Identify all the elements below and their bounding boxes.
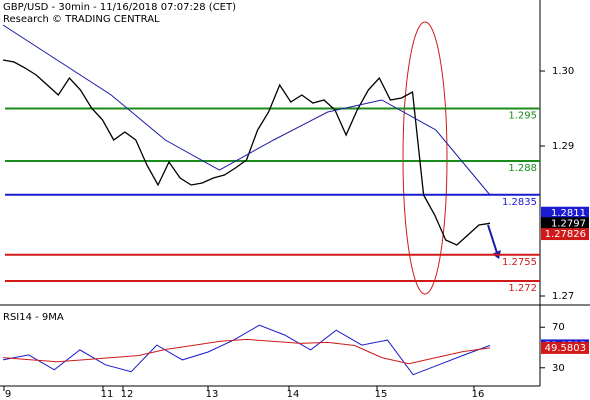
x-tick-label: 14 <box>287 389 300 400</box>
x-tick-label: 12 <box>121 389 134 400</box>
value-marker <box>541 206 589 219</box>
rsi-line <box>2 338 491 365</box>
value-marker <box>541 228 589 241</box>
y-tick-label: 1.30 <box>552 66 574 77</box>
forecast-arrow <box>487 224 499 257</box>
y-tick-label: 1.29 <box>552 141 574 152</box>
rsi-title: RSI14 - 9MA <box>3 312 64 323</box>
x-tick-label: 9 <box>5 389 11 400</box>
rsi-tick-label: 70 <box>552 322 565 333</box>
level-label: 1.288 <box>508 163 537 174</box>
rsi-tick-label: 30 <box>552 363 565 374</box>
level-label: 1.2755 <box>502 257 537 268</box>
level-label: 1.2835 <box>502 197 537 208</box>
chart-title: GBP/USD - 30min - 11/16/2018 07:07:28 (C… <box>3 2 236 13</box>
price-line <box>2 59 491 246</box>
value-marker <box>541 341 589 354</box>
x-tick-label: 16 <box>472 389 485 400</box>
ellipse-annotation <box>402 21 448 295</box>
value-marker-label: 49.5803 <box>545 343 586 354</box>
level-label: 1.295 <box>508 111 537 122</box>
value-marker <box>541 217 589 230</box>
value-marker-label: 1.27826 <box>545 229 586 240</box>
x-tick-label: 13 <box>206 389 219 400</box>
price-line <box>2 24 491 196</box>
x-tick-label: 15 <box>375 389 388 400</box>
level-label: 1.272 <box>508 283 537 294</box>
value-marker-label: 1.2811 <box>551 208 586 219</box>
x-tick-label: 11 <box>101 389 114 400</box>
y-tick-label: 1.27 <box>552 291 574 302</box>
value-marker-label: 1.2797 <box>551 218 586 229</box>
chart-subtitle: Research © TRADING CENTRAL <box>3 14 160 25</box>
rsi-line <box>2 324 491 376</box>
